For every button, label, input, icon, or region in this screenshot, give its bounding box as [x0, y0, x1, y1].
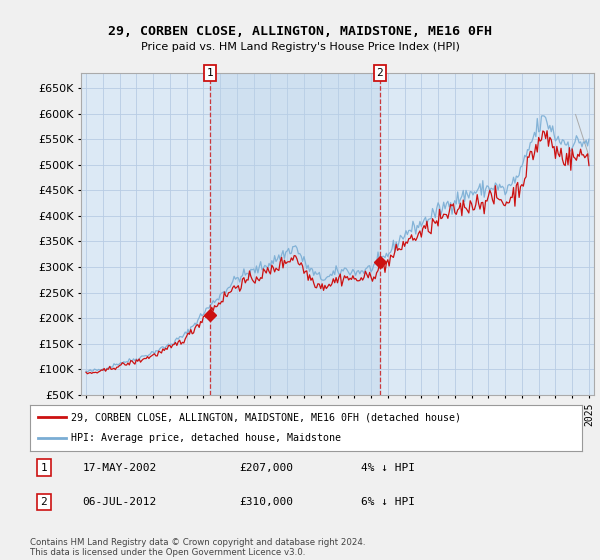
Text: 2: 2: [376, 68, 383, 78]
Text: HPI: Average price, detached house, Maidstone: HPI: Average price, detached house, Maid…: [71, 433, 341, 444]
Text: Price paid vs. HM Land Registry's House Price Index (HPI): Price paid vs. HM Land Registry's House …: [140, 42, 460, 52]
Text: 1: 1: [206, 68, 213, 78]
Text: 6% ↓ HPI: 6% ↓ HPI: [361, 497, 415, 507]
Text: 1: 1: [40, 463, 47, 473]
Bar: [210, 73, 380, 395]
Text: £207,000: £207,000: [240, 463, 294, 473]
Text: 29, CORBEN CLOSE, ALLINGTON, MAIDSTONE, ME16 0FH (detached house): 29, CORBEN CLOSE, ALLINGTON, MAIDSTONE, …: [71, 412, 461, 422]
Text: 2: 2: [40, 497, 47, 507]
Text: 4% ↓ HPI: 4% ↓ HPI: [361, 463, 415, 473]
Text: 06-JUL-2012: 06-JUL-2012: [82, 497, 157, 507]
Text: 29, CORBEN CLOSE, ALLINGTON, MAIDSTONE, ME16 0FH: 29, CORBEN CLOSE, ALLINGTON, MAIDSTONE, …: [108, 25, 492, 39]
Text: Contains HM Land Registry data © Crown copyright and database right 2024.
This d: Contains HM Land Registry data © Crown c…: [30, 538, 365, 557]
Text: 17-MAY-2002: 17-MAY-2002: [82, 463, 157, 473]
Text: £310,000: £310,000: [240, 497, 294, 507]
